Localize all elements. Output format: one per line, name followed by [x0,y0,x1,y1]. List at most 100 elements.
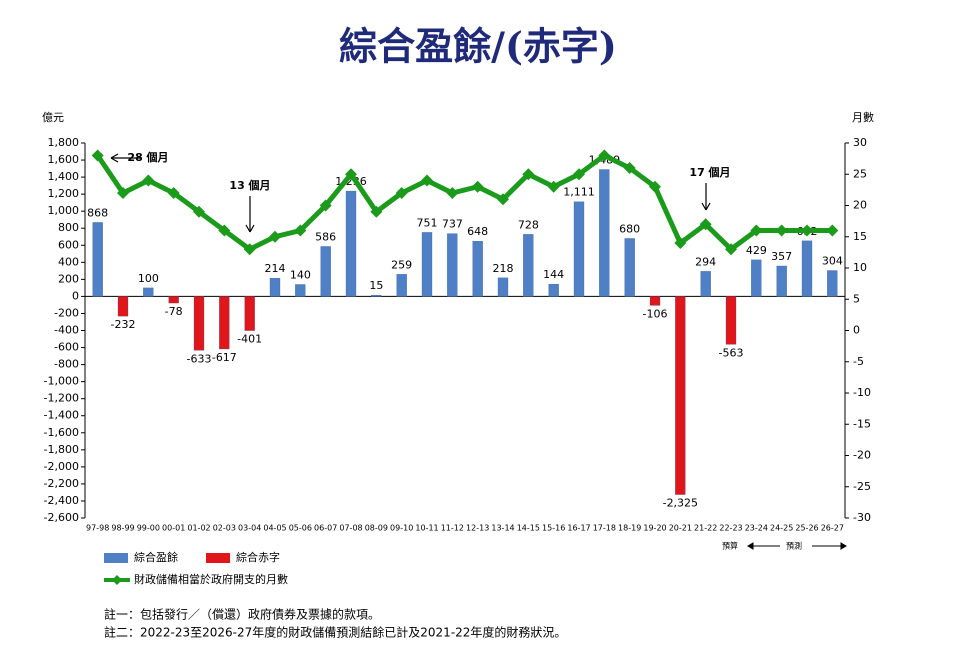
line-marker [446,187,459,199]
line-marker [395,187,408,199]
line-marker [547,180,560,193]
x-tick-label: 26-27 [821,524,844,533]
y-tick-label: -800 [54,358,79,371]
data-label: 259 [391,258,412,271]
x-tick-label: 10-11 [415,524,438,533]
y2-tick-label: 20 [853,199,867,212]
bar [649,296,661,306]
x-tick-label: 24-25 [770,524,793,533]
data-label: -617 [212,351,237,364]
data-label: 144 [543,268,564,281]
data-label: -78 [165,305,183,318]
data-label: -563 [719,346,744,359]
line-marker [674,237,687,249]
line-marker [522,168,535,181]
data-label: 1,111 [563,186,595,199]
x-tick-label: 14-15 [517,524,540,533]
y-tick-label: -1,800 [44,443,79,456]
bar [523,234,534,297]
line-marker [699,218,712,231]
y2-tick-label: 10 [853,261,867,274]
x-tick-label: 03-04 [238,524,261,533]
x-tick-label: 06-07 [314,524,337,533]
bar [92,222,103,297]
bar [573,201,585,297]
line-marker [243,243,256,256]
x-tick-label: 04-05 [263,524,286,533]
legend-label: 綜合盈餘 [134,550,178,564]
bar [345,190,357,297]
bar [244,296,255,331]
chart-title: 綜合盈餘/(赤字) [339,24,617,69]
y2-tick-label: -15 [853,417,871,430]
y2-tick-label: 25 [853,167,867,180]
y-tick-label: 1,000 [48,204,80,217]
bar [219,296,230,350]
y2-tick-label: -30 [853,511,871,524]
y-tick-label: 0 [72,289,79,302]
data-label: 648 [467,225,488,238]
line-marker [471,180,484,193]
x-tick-label: 08-09 [365,524,388,533]
data-label: 751 [417,216,438,229]
x-tick-label: 18-19 [618,524,641,533]
y2-tick-label: -10 [853,386,871,399]
bar [421,232,433,297]
bar [117,296,129,317]
bar [168,296,179,304]
x-tick-label: 19-20 [643,524,666,533]
x-tick-label: 22-23 [719,524,742,533]
line-marker [649,180,661,193]
annotation: 13 個月 [229,178,270,192]
data-label: 140 [290,268,311,281]
y-tick-label: -600 [54,341,79,354]
bar [801,240,813,297]
x-tick-label: 15-16 [542,524,565,533]
line [95,152,833,253]
bar [751,259,762,297]
arrow-head [110,153,119,163]
x-tick-label: 23-24 [745,524,768,533]
bar [472,241,483,297]
legend-swatch [112,575,122,585]
line-marker [269,230,281,243]
y2-tick-label: 15 [853,230,867,243]
line-marker [725,243,737,256]
x-tick-label: 13-14 [491,524,514,533]
line-marker [370,205,383,218]
bar [675,296,686,495]
line-marker [319,199,332,212]
bar [776,265,787,297]
legend-swatch [206,553,230,563]
y2-tick-label: -25 [853,480,871,493]
bar [193,296,205,351]
line-marker [193,205,205,218]
line-marker [750,224,763,237]
x-tick-label: 07-08 [339,524,362,533]
y-tick-label: -1,400 [44,409,79,422]
x-tick-label: 99-00 [137,524,160,533]
data-label: 214 [265,262,286,275]
x-tick-label: 11-12 [441,524,464,533]
bar [295,284,306,297]
bar [447,233,458,297]
bar [371,294,382,297]
line-marker [497,193,509,206]
bar [497,277,509,297]
y-tick-label: 1,400 [48,170,80,183]
footnote: 註一：包括發行／（償還）政府債券及票據的款項。 [104,607,380,622]
x-tick-label: 05-06 [289,524,312,533]
x-tick-label: 16-17 [567,524,590,533]
bar [725,296,737,345]
arrow-head [701,202,711,211]
y-tick-label: 400 [58,255,79,268]
data-label: 429 [746,244,767,257]
y2-tick-label: -5 [853,355,864,368]
legend-label: 財政儲備相當於政府開支的月數 [134,572,288,586]
x-tick-label: 01-02 [187,524,210,533]
y-tick-label: -200 [54,306,79,319]
data-label: 737 [442,218,463,231]
data-label: 304 [822,255,843,268]
data-label: 868 [87,206,108,219]
